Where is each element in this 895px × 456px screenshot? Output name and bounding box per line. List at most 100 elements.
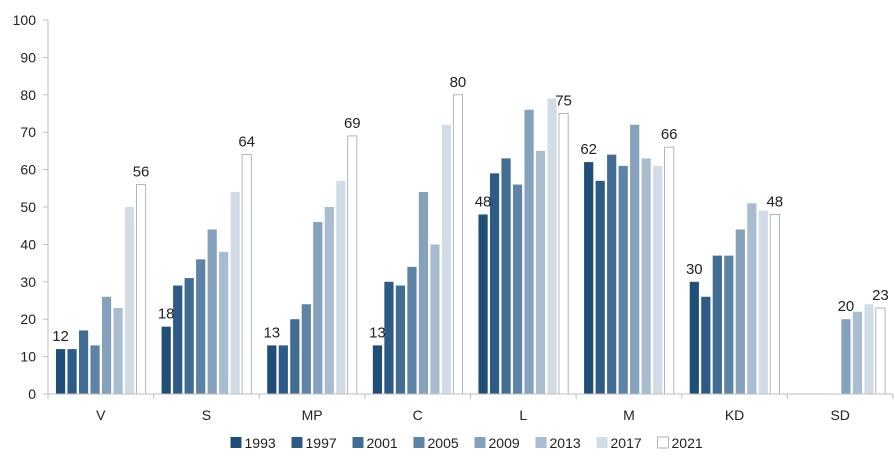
legend-label-2001: 2001 xyxy=(367,435,398,451)
y-tick-label: 40 xyxy=(20,236,36,252)
y-tick-label: 0 xyxy=(28,386,36,402)
bar-s-2005 xyxy=(196,259,206,394)
bar-l-2005 xyxy=(512,184,523,394)
data-label-s-2021: 64 xyxy=(238,134,255,151)
bar-c-2013 xyxy=(430,244,440,394)
x-tick-label-kd: KD xyxy=(725,407,744,423)
bar-l-2017 xyxy=(547,98,557,394)
data-label-mp-2021: 69 xyxy=(344,115,361,132)
x-tick-label-c: C xyxy=(413,407,423,423)
bar-m-2013 xyxy=(641,158,651,394)
data-labels: 12 56 18 64 13 69 13 80 48 75 62 66 30 48 20 23 xyxy=(52,74,889,345)
bar-s-2001 xyxy=(184,278,194,394)
legend-swatch-1997 xyxy=(291,437,303,448)
bar-kd-1997 xyxy=(701,296,711,394)
bar-l-2021 xyxy=(558,113,569,395)
bar-l-2001 xyxy=(501,158,511,394)
bar-sd-2009 xyxy=(841,319,851,394)
data-label-sd-2021: 23 xyxy=(872,287,889,304)
bar-c-2021 xyxy=(452,94,463,395)
bar-v-2009 xyxy=(101,296,112,394)
bar-c-1993 xyxy=(372,345,383,394)
data-label-l-1993: 48 xyxy=(475,193,492,210)
bar-s-2009 xyxy=(207,229,217,394)
x-tick-label-l: L xyxy=(519,407,527,423)
bar-kd-2009 xyxy=(735,229,745,394)
bar-s-2021 xyxy=(241,154,252,395)
bar-m-1993 xyxy=(584,162,594,394)
bar-kd-2005 xyxy=(724,255,734,394)
data-label-c-1993: 13 xyxy=(369,324,386,341)
bar-mp-2005 xyxy=(301,304,311,394)
bar-m-2001 xyxy=(607,154,617,394)
bar-c-2017 xyxy=(441,124,452,394)
bar-v-2013 xyxy=(113,307,123,394)
bar-m-2009 xyxy=(630,124,640,394)
bar-mp-1993 xyxy=(267,345,277,394)
legend-swatch-2005 xyxy=(413,437,425,448)
bar-v-1997 xyxy=(67,349,77,394)
bar-v-2017 xyxy=(124,207,135,394)
bar-mp-2013 xyxy=(324,207,334,394)
legend-swatch-1993 xyxy=(230,437,242,448)
bar-sd-2017 xyxy=(864,304,874,394)
y-tick-label: 10 xyxy=(20,349,36,365)
y-axis: 0 10 20 30 40 50 60 70 80 90 100 xyxy=(13,12,49,402)
bar-v-2021 xyxy=(136,184,147,395)
legend-swatch-2021 xyxy=(657,436,669,449)
data-label-v-2021: 56 xyxy=(133,164,150,181)
bar-m-2021 xyxy=(664,146,675,395)
data-label-s-1993: 18 xyxy=(158,306,175,323)
bar-l-1993 xyxy=(478,214,488,394)
bar-m-1997 xyxy=(595,180,605,394)
data-label-c-2021: 80 xyxy=(450,74,467,91)
bar-mp-1997 xyxy=(278,345,288,394)
bar-m-2005 xyxy=(618,165,628,394)
bar-l-1997 xyxy=(489,173,500,394)
y-tick-label: 100 xyxy=(13,12,37,28)
legend-swatch-2017 xyxy=(596,437,608,448)
data-label-sd-2009: 20 xyxy=(838,298,855,315)
x-tick-label-mp: MP xyxy=(302,407,323,423)
bar-sd-2013 xyxy=(852,311,863,394)
legend-label-2009: 2009 xyxy=(489,435,520,451)
legend-swatch-2013 xyxy=(535,437,547,448)
bar-s-2017 xyxy=(230,192,240,394)
bar-mp-2001 xyxy=(290,319,300,394)
bar-v-2001 xyxy=(78,330,89,394)
bar-sd-2021 xyxy=(875,307,886,395)
bar-s-1993 xyxy=(161,326,171,394)
data-label-kd-1993: 30 xyxy=(686,261,703,278)
x-tick-label-m: M xyxy=(623,407,635,423)
bar-v-1993 xyxy=(55,349,66,394)
legend-label-1993: 1993 xyxy=(245,435,276,451)
bar-c-1997 xyxy=(384,281,394,394)
y-tick-label: 80 xyxy=(20,87,36,103)
bar-kd-2001 xyxy=(712,255,722,394)
bar-kd-2021 xyxy=(769,214,780,395)
legend-label-2021: 2021 xyxy=(672,435,703,451)
bar-c-2001 xyxy=(395,285,406,394)
x-tick-label-sd: SD xyxy=(830,407,849,423)
legend-label-2005: 2005 xyxy=(428,435,459,451)
data-label-mp-1993: 13 xyxy=(263,324,280,341)
data-label-v-1993: 12 xyxy=(52,328,69,345)
legend-swatch-2009 xyxy=(474,437,486,448)
legend: 1993 1997 2001 2005 2009 2013 2017 2021 xyxy=(230,435,703,451)
bar-kd-2013 xyxy=(747,203,757,394)
legend-swatch-2001 xyxy=(352,437,364,448)
data-label-m-2021: 66 xyxy=(661,126,678,143)
bar-c-2009 xyxy=(418,192,429,394)
bar-mp-2017 xyxy=(336,180,346,394)
y-tick-label: 60 xyxy=(20,162,36,178)
bar-l-2009 xyxy=(524,109,534,394)
bar-mp-2009 xyxy=(313,221,323,394)
bar-kd-1993 xyxy=(689,281,699,394)
bar-s-1997 xyxy=(173,285,183,394)
bar-kd-2017 xyxy=(758,210,768,394)
y-tick-label: 20 xyxy=(20,311,36,327)
legend-label-2013: 2013 xyxy=(550,435,581,451)
y-tick-label: 90 xyxy=(20,49,36,65)
x-axis: V S MP C L M KD SD xyxy=(47,393,894,423)
bar-c-2005 xyxy=(407,266,417,394)
